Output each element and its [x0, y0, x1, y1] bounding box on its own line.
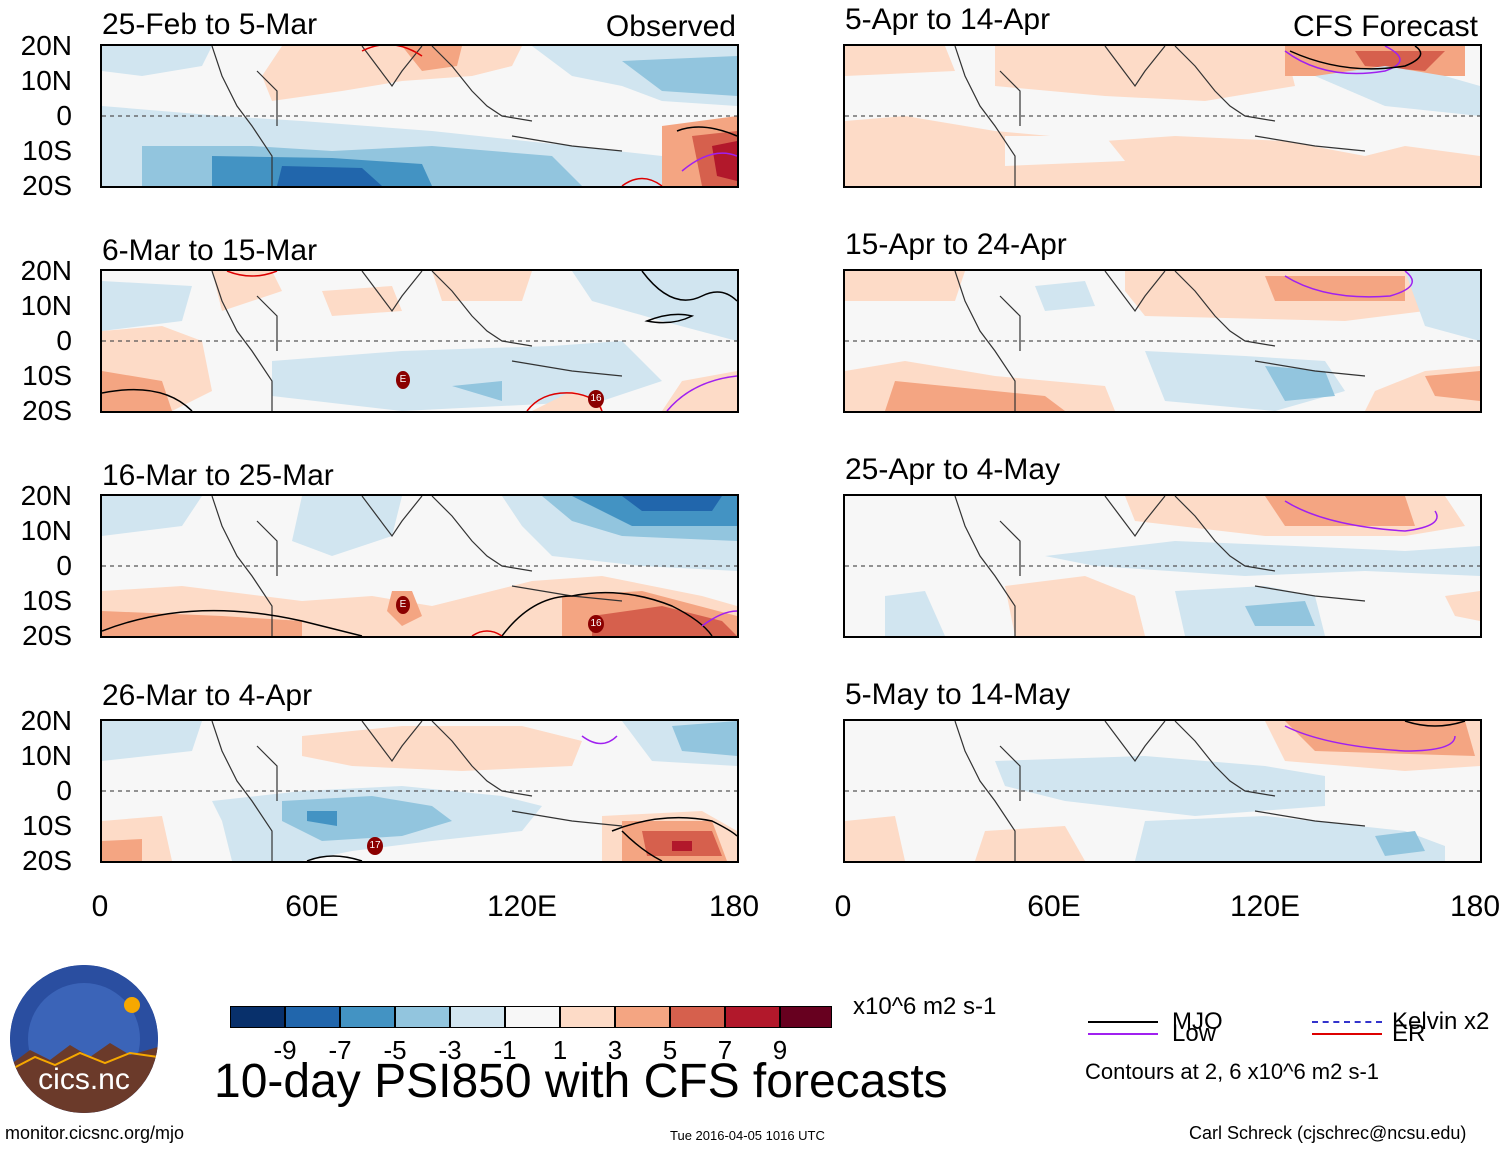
lon-label: 60E [1027, 890, 1081, 923]
lat-label: 20N [20, 30, 72, 61]
map-panel-left-2 [100, 269, 739, 413]
panel-title-right-2: 15-Apr to 24-Apr [845, 228, 1067, 261]
psi850-field [845, 46, 1480, 186]
colorbar-label: 7 [717, 1035, 733, 1065]
cics-logo: cics.nc [10, 965, 158, 1113]
storm-marker: E [396, 596, 410, 614]
colorbar-label: 9 [772, 1035, 788, 1065]
footer-author: Carl Schreck (cjschrec@ncsu.edu) [1189, 1123, 1467, 1143]
legend-line-kelvin [1312, 1021, 1382, 1023]
footer-timestamp: Tue 2016-04-05 1016 UTC [670, 1128, 825, 1143]
map-panel-left-4 [100, 719, 739, 863]
lat-label: 20S [22, 845, 72, 876]
lon-label: 180 [1449, 890, 1501, 923]
main-title: 10-day PSI850 with CFS forecasts [214, 1055, 948, 1108]
psi850-field [102, 496, 737, 636]
cics-logo-graphic [10, 965, 158, 1113]
lat-label: 10N [20, 65, 72, 96]
legend-label-kelvin: Kelvin x2 [1392, 1008, 1490, 1035]
footer-url[interactable]: monitor.cicsnc.org/mjo [5, 1123, 185, 1143]
lon-label: 0 [834, 890, 852, 923]
colorbar-swatch [560, 1006, 615, 1028]
storm-marker: 16 [588, 390, 604, 408]
psi850-field [845, 721, 1480, 861]
lat-label: 10S [22, 585, 72, 616]
panel-title-right-1: 5-Apr to 14-Apr [845, 3, 1051, 36]
map-panel-right-4 [843, 719, 1482, 863]
psi850-field [102, 46, 737, 186]
lon-label: 120E [486, 890, 558, 923]
storm-marker: 17 [367, 837, 383, 855]
colorbar-label: 5 [662, 1035, 678, 1065]
map-panel-left-1 [100, 44, 739, 188]
lon-label: 180 [708, 890, 760, 923]
colorbar-swatch [505, 1006, 560, 1028]
logo-text: cics.nc [38, 1063, 130, 1096]
lat-label: 20S [22, 170, 72, 201]
storm-marker: E [396, 371, 410, 389]
map-panel-right-3 [843, 494, 1482, 638]
observed-header: Observed [605, 10, 736, 43]
colorbar-label: -7 [328, 1035, 352, 1065]
legend-note: Contours at 2, 6 x10^6 m2 s-1 [1085, 1059, 1380, 1084]
lat-label: 0 [56, 550, 72, 581]
lat-label: 10S [22, 135, 72, 166]
map-panel-right-2 [843, 269, 1482, 413]
lon-label: 60E [285, 890, 339, 923]
panel-title-left-2: 6-Mar to 15-Mar [102, 234, 318, 267]
lat-label: 20N [20, 705, 72, 736]
psi850-field [845, 271, 1480, 411]
colorbar-label: 1 [552, 1035, 568, 1065]
lat-label: 0 [56, 100, 72, 131]
colorbar-swatch [615, 1006, 670, 1028]
colorbar-label: 3 [607, 1035, 623, 1065]
lat-label: 10N [20, 290, 72, 321]
colorbar-swatch [230, 1006, 285, 1028]
map-panel-right-1 [843, 44, 1482, 188]
legend-line-low [1088, 1033, 1158, 1035]
colorbar-label: -1 [493, 1035, 517, 1065]
lat-label: 20N [20, 255, 72, 286]
panel-title-left-4: 26-Mar to 4-Apr [102, 679, 313, 712]
panel-title-left-3: 16-Mar to 25-Mar [102, 459, 334, 492]
colorbar-label: -5 [383, 1035, 407, 1065]
colorbar-label: -3 [438, 1035, 462, 1065]
map-panel-left-3 [100, 494, 739, 638]
colorbar-swatch [395, 1006, 450, 1028]
lat-label: 0 [56, 775, 72, 806]
lat-label: 10S [22, 810, 72, 841]
lat-label: 20S [22, 620, 72, 651]
legend-line-er [1312, 1033, 1382, 1035]
colorbar-swatch [340, 1006, 395, 1028]
legend-label-er: ER [1392, 1020, 1426, 1047]
colorbar-swatch [285, 1006, 340, 1028]
psi850-field [102, 721, 737, 861]
colorbar-label: -9 [273, 1035, 297, 1065]
legend-line-mjo [1088, 1021, 1158, 1023]
lat-label: 20S [22, 395, 72, 426]
colorbar-swatch [780, 1006, 832, 1028]
colorbar-units: x10^6 m2 s-1 [853, 993, 997, 1020]
lat-label: 10N [20, 515, 72, 546]
lat-label: 20N [20, 480, 72, 511]
panel-title-right-3: 25-Apr to 4-May [845, 453, 1061, 486]
panel-title-left-1: 25-Feb to 5-Mar [102, 8, 318, 41]
panel-title-right-4: 5-May to 14-May [845, 678, 1071, 711]
lat-label: 10S [22, 360, 72, 391]
colorbar-swatch [670, 1006, 725, 1028]
lat-label: 0 [56, 325, 72, 356]
legend-label-low: Low [1172, 1020, 1217, 1047]
colorbar-swatch [725, 1006, 780, 1028]
storm-marker: 16 [588, 615, 604, 633]
lat-label: 10N [20, 740, 72, 771]
lon-label: 120E [1229, 890, 1301, 923]
psi850-field [845, 496, 1480, 636]
colorbar-swatch [450, 1006, 505, 1028]
legend-label-mjo: MJO [1172, 1008, 1223, 1035]
lon-label: 0 [91, 890, 109, 923]
forecast-header: CFS Forecast [1292, 10, 1478, 43]
psi850-field [102, 271, 737, 411]
